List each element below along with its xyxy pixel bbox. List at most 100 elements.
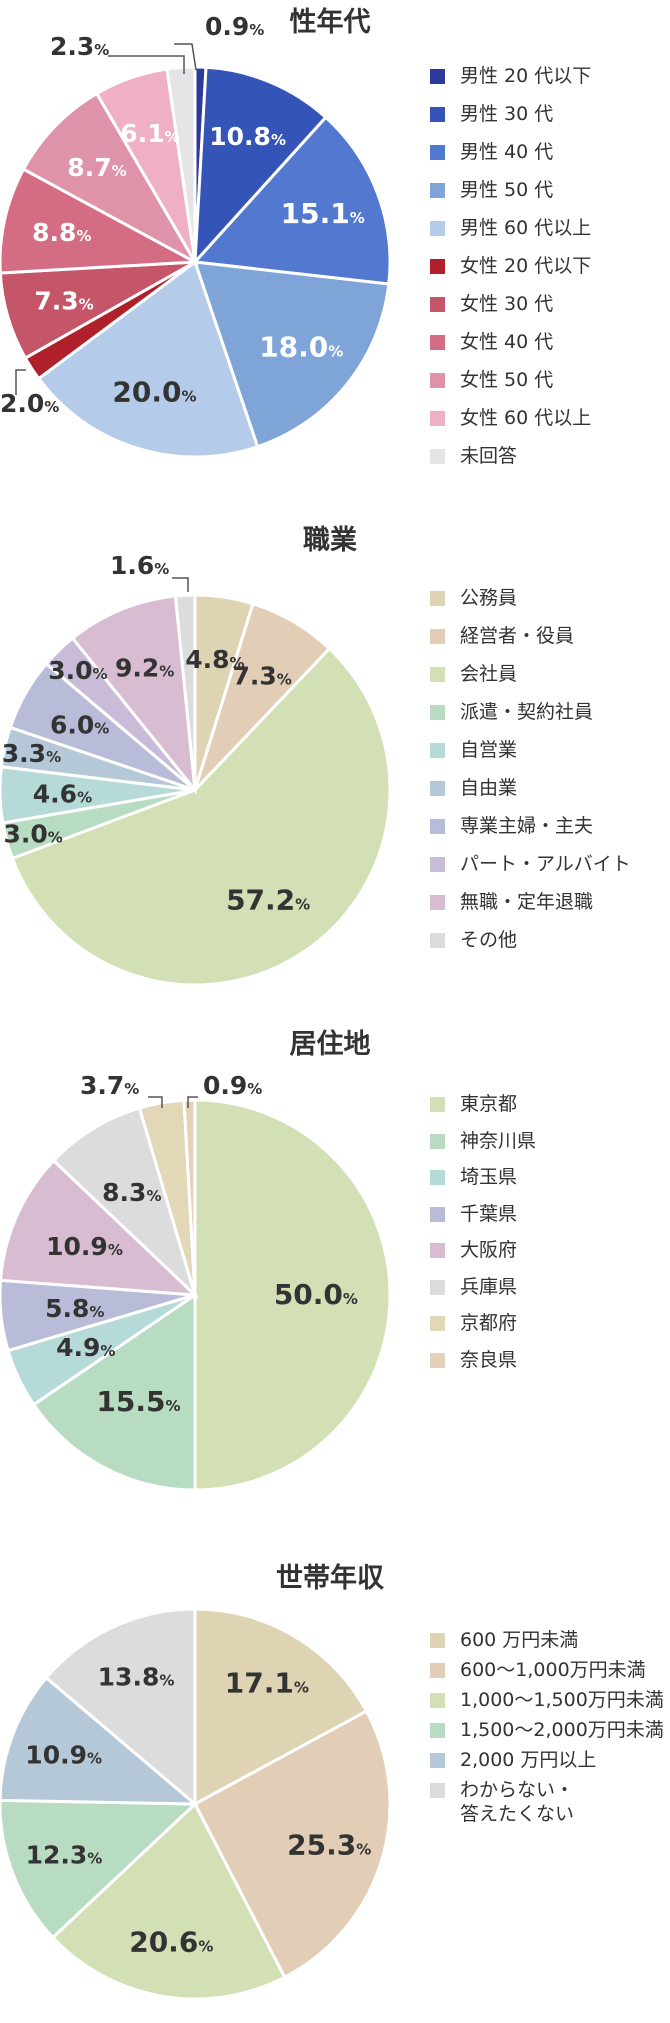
data-label: 6.1% — [120, 119, 179, 148]
legend-swatch — [430, 1170, 445, 1185]
legend-label: 女性 30 代 — [460, 293, 554, 315]
legend-item: 大阪府 — [430, 1238, 536, 1262]
data-label: 4.9% — [56, 1333, 115, 1362]
pie-slice — [192, 1709, 392, 1980]
legend-item: 女性 50 代 — [430, 368, 591, 392]
pie-slice — [0, 1158, 200, 1297]
leader-line — [174, 43, 197, 71]
legend-item: 2,000 万円以上 — [430, 1748, 664, 1772]
legend-swatch — [430, 1206, 445, 1222]
legend-swatch — [430, 667, 445, 682]
legend-swatch — [430, 933, 445, 948]
pie-chart: 17.1% 25.3% 20.6% 12.3% 10.9% 13.8% — [0, 1607, 392, 2001]
legend-label: 会社員 — [460, 663, 518, 685]
legend-label: 600〜1,000万円未満 — [460, 1659, 646, 1681]
legend-label: 東京都 — [460, 1093, 518, 1115]
legend-item: 男性 50 代 — [430, 178, 591, 202]
pie-slice — [44, 1607, 197, 1808]
legend-label: 兵庫県 — [460, 1275, 518, 1298]
legend-swatch — [430, 819, 445, 834]
legend-swatch — [430, 1783, 445, 1798]
leader-line — [108, 55, 185, 74]
legend-label: 女性 20 代以下 — [460, 255, 592, 277]
data-label: 25.3% — [287, 1828, 371, 1861]
legend-label: 専業主婦・主夫 — [460, 815, 594, 837]
pie-slice — [21, 91, 199, 266]
legend: 男性 20 代以下 男性 30 代男性 40 代男性 50 代男性 60 代以上女… — [430, 64, 591, 482]
data-label: 17.1% — [225, 1666, 309, 1699]
legend-item: 男性 30 代 — [430, 102, 591, 126]
pie-slice — [50, 1801, 287, 2001]
leader-line — [15, 369, 26, 395]
legend-item: 女性 20 代以下 — [430, 254, 591, 278]
legend-item: その他 — [430, 928, 631, 952]
legend-swatch — [430, 221, 445, 236]
legend-label: 1,500〜2,000万円未満 — [460, 1719, 664, 1741]
legend-item: 600〜1,000万円未満 — [430, 1658, 664, 1682]
legend-item: 1,500〜2,000万円未満 — [430, 1718, 664, 1742]
leader-line — [172, 577, 189, 592]
legend-item: 女性 40 代 — [430, 330, 591, 354]
legend-label: 1,000〜1,500万円未満 — [460, 1689, 664, 1711]
legend-label: パート・アルバイト — [460, 853, 631, 875]
pie-slice — [191, 115, 392, 286]
data-label: 3.7% — [80, 1071, 139, 1100]
legend-swatch — [430, 1753, 445, 1768]
legend-label: 神奈川県 — [460, 1129, 537, 1152]
legend-swatch — [430, 1133, 445, 1149]
leader-line — [148, 1096, 163, 1108]
chart-title: 性年代 — [289, 7, 371, 38]
legend-label: 埼玉県 — [460, 1166, 518, 1188]
data-label: 4.8% — [185, 645, 244, 674]
chart-occupation: 職業 4.8% 7.3% 57.2% 3.0% 4.6% 3.3% 6.0% 3.0% 9.2%… — [0, 518, 670, 1008]
pie-slice — [0, 1798, 199, 1940]
data-label: 8.3% — [102, 1178, 161, 1207]
data-label: 15.5% — [96, 1385, 180, 1418]
legend-item: 女性 60 代以上 — [430, 406, 591, 430]
pie-slice — [0, 1675, 200, 1806]
legend-swatch — [430, 1097, 445, 1112]
legend-label: 男性 60 代以上 — [460, 217, 592, 239]
legend-label: 男性 50 代 — [460, 179, 554, 201]
legend-label: 千葉県 — [460, 1202, 518, 1225]
legend-swatch — [430, 895, 445, 910]
leader-line — [187, 1096, 198, 1108]
chart-title: 居住地 — [289, 1029, 371, 1060]
legend-label: 女性 40 代 — [460, 331, 554, 353]
legend-swatch — [430, 705, 445, 720]
data-label: 10.9% — [25, 1740, 102, 1769]
pie-slice — [193, 1098, 392, 1492]
chart-gender-age: 性年代 0.9% 10.8% 15.1% 18.0% 20.0% 2.0% 7.3% 8.8%… — [0, 0, 670, 490]
legend-item: 無職・定年退職 — [430, 890, 631, 914]
legend-swatch — [430, 183, 445, 198]
data-label: 20.0% — [112, 375, 196, 408]
legend-item: 東京都 — [430, 1092, 536, 1116]
legend-label: 大阪府 — [460, 1239, 518, 1261]
data-label: 7.3% — [232, 662, 291, 691]
data-label: 6.0% — [50, 711, 109, 740]
pie-slice — [70, 594, 197, 795]
data-label: 3.3% — [2, 739, 61, 768]
legend-label: 自由業 — [460, 777, 518, 799]
legend-swatch — [430, 743, 445, 758]
data-label: 50.0% — [274, 1278, 358, 1311]
data-label: 0.9% — [205, 12, 264, 41]
data-label: 4.6% — [33, 779, 92, 808]
legend-label: 派遣・契約社員 — [460, 701, 594, 723]
legend-swatch — [430, 1693, 445, 1708]
legend-swatch — [430, 1723, 445, 1738]
data-label: 2.0% — [0, 389, 59, 418]
legend-label: 奈良県 — [460, 1348, 518, 1371]
legend-item: 男性 60 代以上 — [430, 216, 591, 240]
legend-label: 自営業 — [460, 739, 518, 761]
legend: 公務員 経営者・役員 会社員 派遣・契約社員 自営業 自由業 専業主婦・主夫 パート・アルバイ… — [430, 586, 631, 966]
legend-swatch — [430, 373, 445, 388]
pie-slice — [193, 65, 328, 267]
data-label: 10.9% — [46, 1232, 123, 1261]
legend-item: 男性 20 代以下 — [430, 64, 591, 88]
data-label: 20.6% — [129, 1925, 213, 1958]
data-label: 0.9% — [203, 1071, 262, 1100]
data-label: 10.8% — [209, 122, 286, 151]
pie-slice — [31, 1292, 197, 1492]
legend-swatch — [430, 781, 445, 796]
